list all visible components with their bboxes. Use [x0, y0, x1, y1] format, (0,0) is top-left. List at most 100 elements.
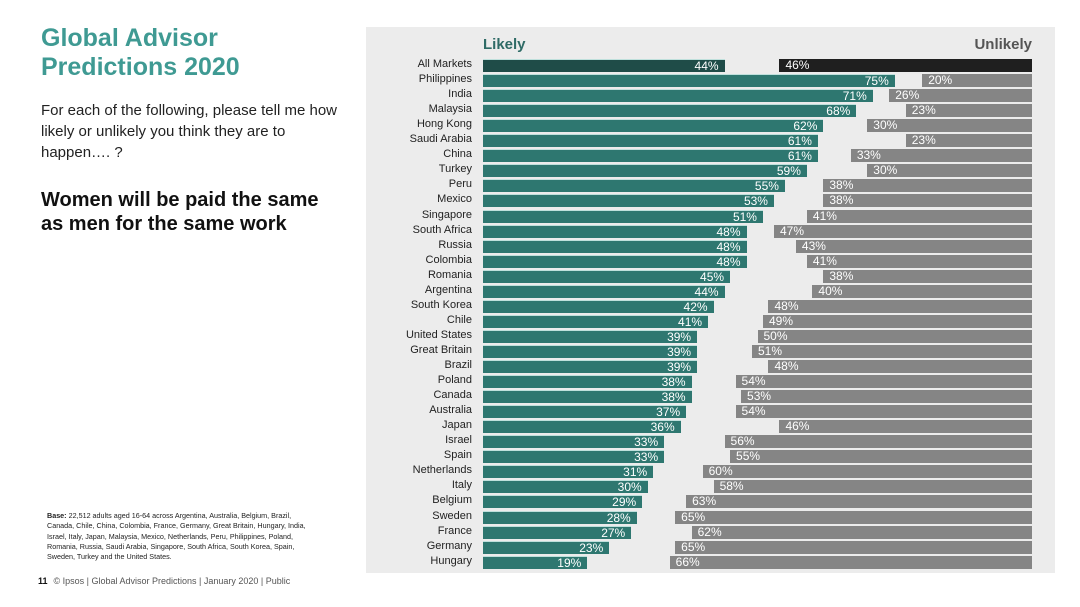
likely-bar: 36% [483, 420, 681, 434]
likely-value-label: 23% [579, 540, 604, 555]
unlikely-bar: 65% [675, 509, 1032, 524]
category-label: Malaysia [428, 103, 472, 116]
likely-value-label: 27% [601, 525, 626, 540]
likely-value-label: 33% [634, 450, 659, 465]
category-label: China [443, 148, 472, 161]
unlikely-value-label: 40% [818, 283, 843, 298]
unlikely-value-label: 38% [829, 193, 854, 208]
unlikely-value-label: 26% [895, 88, 920, 103]
category-label: Mexico [437, 193, 472, 206]
likely-bar: 48% [483, 239, 747, 254]
category-label: Brazil [444, 359, 472, 371]
likely-value-label: 55% [754, 179, 779, 194]
unlikely-bar: 55% [730, 449, 1032, 464]
likely-bar: 44% [483, 284, 725, 298]
page-title: Global Advisor Predictions 2020 [41, 24, 240, 81]
likely-value-label: 38% [661, 390, 686, 405]
likely-value-label: 45% [700, 269, 725, 284]
unlikely-bar: 60% [702, 464, 1032, 479]
likely-value-label: 48% [716, 239, 741, 254]
unlikely-value-label: 65% [681, 509, 706, 524]
likely-bar: 68% [483, 104, 857, 118]
unlikely-value-label: 47% [779, 223, 804, 238]
category-label: India [448, 88, 472, 101]
likely-value-label: 51% [732, 209, 757, 224]
legend-unlikely: Unlikely [974, 36, 1032, 53]
statement-heading: Women will be paid the same as men for t… [41, 189, 319, 235]
likely-value-label: 53% [743, 194, 768, 209]
likely-value-label: 59% [776, 164, 801, 179]
category-label: Belgium [432, 494, 472, 507]
unlikely-value-label: 55% [736, 449, 761, 464]
unlikely-value-label: 60% [708, 464, 733, 479]
likely-bar: 48% [483, 224, 747, 239]
unlikely-bar: 65% [675, 539, 1032, 554]
unlikely-bar: 49% [762, 313, 1032, 328]
category-label: Netherlands [412, 464, 472, 477]
likely-bar: 33% [483, 450, 665, 465]
unlikely-value-label: 65% [681, 539, 706, 554]
likely-bar: 39% [483, 329, 698, 344]
category-label: Germany [426, 539, 472, 552]
unlikely-bar: 23% [905, 104, 1032, 118]
likely-value-label: 48% [716, 224, 741, 239]
unlikely-bar: 38% [823, 193, 1032, 208]
unlikely-value-label: 43% [801, 238, 826, 253]
likely-bar: 61% [483, 149, 818, 164]
unlikely-bar: 46% [779, 419, 1032, 434]
category-label: Italy [451, 479, 472, 492]
unlikely-value-label: 56% [730, 434, 755, 449]
likely-value-label: 71% [842, 89, 867, 104]
unlikely-value-label: 54% [741, 404, 766, 419]
category-label: All Markets [417, 58, 472, 70]
unlikely-bar: 58% [713, 480, 1032, 494]
likely-bar: 61% [483, 134, 818, 148]
likely-bar: 19% [483, 555, 588, 570]
category-label: Argentina [424, 283, 472, 296]
likely-value-label: 44% [694, 59, 719, 73]
likely-bar: 29% [483, 495, 643, 509]
category-label: Canada [433, 389, 472, 402]
unlikely-value-label: 20% [928, 73, 953, 88]
category-label: Colombia [425, 253, 472, 266]
unlikely-bar: 54% [735, 375, 1032, 389]
unlikely-bar: 26% [889, 88, 1032, 103]
category-label: Hong Kong [416, 118, 472, 131]
unlikely-bar: 30% [867, 164, 1032, 178]
unlikely-bar: 56% [724, 434, 1032, 449]
base-note: Base: 22,512 adults aged 16-64 across Ar… [47, 511, 312, 562]
unlikely-bar: 33% [850, 148, 1032, 163]
category-label: Hungary [430, 554, 472, 567]
likely-bar: 27% [483, 525, 632, 540]
likely-bar: 28% [483, 510, 637, 524]
likely-value-label: 19% [557, 555, 582, 570]
unlikely-bar: 41% [806, 209, 1032, 223]
likely-value-label: 41% [678, 314, 703, 329]
likely-bar: 71% [483, 89, 873, 104]
unlikely-bar: 53% [741, 390, 1032, 404]
category-label: South Africa [412, 223, 472, 236]
category-label: Israel [445, 434, 472, 447]
unlikely-bar: 38% [823, 179, 1032, 193]
unlikely-value-label: 51% [758, 343, 783, 358]
likely-bar: 51% [483, 209, 763, 224]
category-label: Poland [437, 374, 472, 387]
likely-value-label: 61% [787, 149, 812, 164]
unlikely-bar: 48% [768, 360, 1032, 373]
base-label: Base: [47, 511, 67, 520]
unlikely-bar: 51% [752, 343, 1032, 358]
likely-bar: 42% [483, 299, 714, 313]
likely-bar: 38% [483, 375, 692, 389]
unlikely-value-label: 49% [768, 313, 794, 328]
unlikely-value-label: 46% [785, 419, 810, 434]
likely-value-label: 39% [667, 360, 692, 374]
unlikely-value-label: 33% [856, 148, 881, 163]
likely-value-label: 48% [716, 254, 741, 269]
unlikely-value-label: 23% [911, 133, 936, 148]
likely-value-label: 39% [667, 329, 692, 344]
likely-value-label: 62% [793, 119, 818, 134]
base-text: 22,512 adults aged 16-64 across Argentin… [47, 511, 306, 562]
likely-bar: 38% [483, 390, 692, 405]
category-label: Saudi Arabia [409, 133, 472, 146]
likely-value-label: 31% [623, 465, 648, 480]
